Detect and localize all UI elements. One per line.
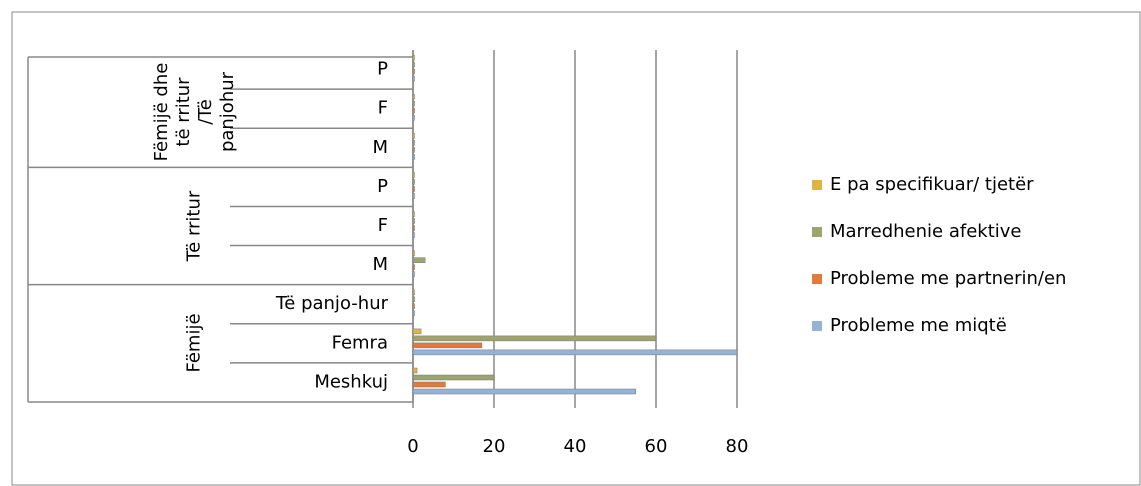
bar	[412, 310, 415, 317]
legend-swatch	[812, 227, 822, 237]
y-tick-label: M	[372, 254, 388, 275]
bar	[412, 374, 495, 381]
bar	[412, 100, 415, 107]
bar	[412, 381, 446, 388]
bar	[412, 225, 415, 231]
y-tick-label: Meshkuj	[314, 371, 388, 392]
bar	[412, 289, 415, 296]
legend-swatch	[812, 180, 822, 190]
bar	[412, 54, 415, 61]
x-tick-label: 80	[726, 436, 749, 457]
legend-swatch	[812, 321, 822, 331]
bar	[412, 335, 657, 342]
bar	[412, 271, 415, 277]
bar	[412, 328, 422, 335]
bar	[412, 61, 415, 68]
bar	[412, 68, 415, 75]
bar	[412, 140, 415, 146]
bar	[412, 154, 415, 160]
group-label: Të rritur	[183, 190, 205, 262]
bar	[412, 218, 415, 224]
group-label: Fëmijë	[183, 313, 205, 373]
x-tick-label: 60	[645, 436, 668, 457]
x-tick-label: 20	[483, 436, 506, 457]
legend-label: Marredhenie afektive	[830, 221, 1022, 242]
y-tick-label: Të panjo-hur	[275, 293, 389, 314]
bar	[412, 193, 415, 199]
bar	[412, 250, 415, 256]
legend-label: Probleme me partnerin/en	[830, 268, 1066, 289]
chart-border	[11, 11, 1141, 486]
bar	[412, 186, 415, 192]
y-tick-label: F	[378, 98, 388, 119]
x-tick-label: 0	[407, 436, 418, 457]
bar	[412, 172, 415, 178]
bar	[412, 93, 415, 100]
group-label: Fëmijë dhe të rritur /Të panjohur	[150, 62, 238, 162]
bar	[412, 179, 415, 185]
bar	[412, 388, 636, 395]
bar	[412, 349, 738, 356]
x-tick-label: 40	[564, 436, 587, 457]
bar	[412, 107, 415, 114]
bar	[412, 114, 415, 121]
y-tick-label: Femra	[332, 332, 388, 353]
y-tick-label: P	[377, 176, 388, 197]
bar	[412, 211, 415, 217]
legend-swatch	[812, 274, 822, 284]
bar	[412, 303, 415, 310]
legend-label: E pa specifikuar/ tjetër	[830, 174, 1034, 195]
bar	[412, 367, 418, 374]
bar	[412, 264, 415, 270]
y-tick-label: M	[372, 137, 388, 158]
bar	[412, 133, 415, 139]
bar	[412, 342, 483, 349]
y-tick-label: F	[378, 215, 388, 236]
legend-label: Probleme me miqtë	[830, 315, 1007, 336]
bar	[412, 232, 415, 238]
y-tick-label: P	[377, 59, 388, 80]
bar	[412, 147, 415, 153]
bar	[412, 257, 426, 263]
bar	[412, 75, 415, 82]
bar	[412, 296, 415, 303]
